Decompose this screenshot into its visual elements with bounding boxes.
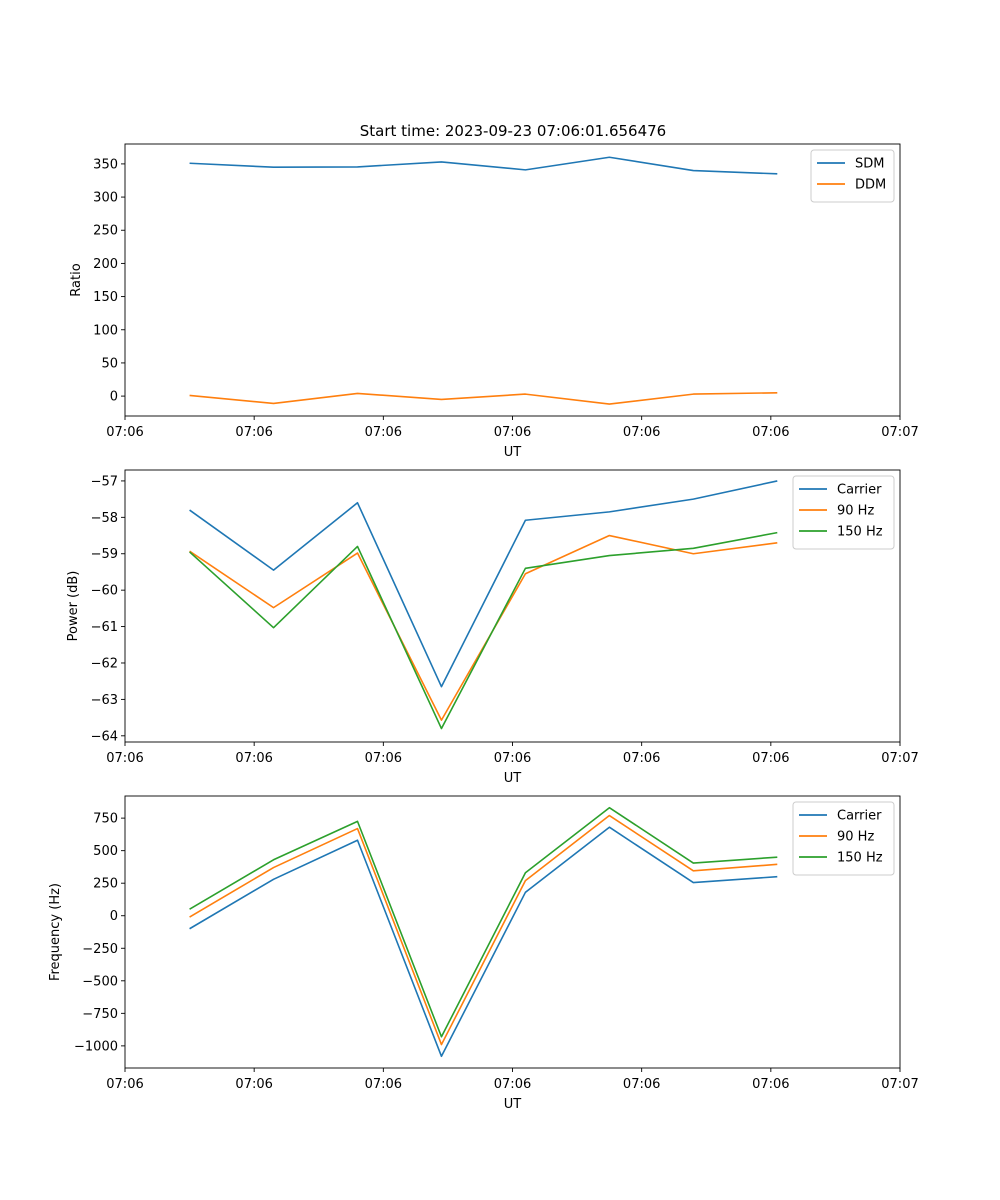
x-tick-label: 07:07 — [881, 1077, 918, 1092]
y-tick-label: −62 — [91, 656, 118, 671]
series-line-150-hz — [189, 531, 778, 730]
y-tick-label: 250 — [93, 877, 118, 892]
x-tick-label: 07:06 — [235, 751, 272, 766]
legend-label: 150 Hz — [837, 851, 883, 866]
y-axis-label: Ratio — [69, 263, 84, 296]
y-tick-label: 100 — [93, 323, 118, 338]
y-tick-label: 0 — [110, 909, 118, 924]
x-tick-label: 07:06 — [752, 751, 789, 766]
y-tick-label: −63 — [91, 693, 118, 708]
panel-2: −64 −63 −62 −61 −60 −59 −58 −57 07:06 07:06 07:06 0… — [66, 469, 919, 786]
x-tick-label: 07:06 — [752, 1077, 789, 1092]
y-tick-label: 150 — [93, 290, 118, 305]
y-tick-label: −57 — [91, 474, 118, 489]
series-line-90-hz — [189, 814, 778, 1046]
y-axis-label: Power (dB) — [66, 571, 81, 642]
y-tick-label: −750 — [82, 1007, 118, 1022]
x-tick-label: 07:06 — [365, 425, 402, 440]
x-tick-label: 07:06 — [235, 425, 272, 440]
x-tick-label: 07:06 — [494, 425, 531, 440]
x-tick-label: 07:06 — [494, 751, 531, 766]
series-line-150-hz — [189, 806, 778, 1038]
series-line-carrier — [189, 480, 778, 688]
x-tick-label: 07:06 — [623, 425, 660, 440]
panels: 0 50 100 150 200 250 300 350 07:06 07:06 07:06 07:0… — [48, 143, 919, 1112]
y-tick-label: 50 — [101, 356, 118, 371]
y-axis-label: Frequency (Hz) — [48, 883, 63, 981]
x-tick-label: 07:06 — [623, 751, 660, 766]
legend-label: 150 Hz — [837, 525, 883, 540]
x-tick-label: 07:06 — [494, 1077, 531, 1092]
legend-label: 90 Hz — [837, 504, 874, 519]
legend-label: SDM — [855, 157, 884, 172]
legend-label: DDM — [855, 178, 886, 193]
y-tick-label: −61 — [91, 620, 118, 635]
y-tick-label: −500 — [82, 974, 118, 989]
y-tick-label: −1000 — [74, 1039, 118, 1054]
y-tick-label: 350 — [93, 157, 118, 172]
y-tick-label: −59 — [91, 547, 118, 562]
legend-label: Carrier — [837, 483, 882, 498]
x-axis-label: UT — [504, 1097, 522, 1112]
x-tick-label: 07:06 — [365, 751, 402, 766]
legend: SDM DDM — [810, 149, 895, 203]
x-tick-label: 07:06 — [235, 1077, 272, 1092]
series-line-sdm — [189, 156, 778, 175]
x-axis-label: UT — [504, 771, 522, 786]
series-line-ddm — [189, 391, 778, 405]
figure-title: Start time: 2023-09-23 07:06:01.656476 — [360, 122, 666, 140]
legend-label: 90 Hz — [837, 830, 874, 845]
legend: Carrier 90 Hz 150 Hz — [792, 801, 895, 876]
y-tick-label: 500 — [93, 844, 118, 859]
y-tick-label: −58 — [91, 511, 118, 526]
y-tick-label: 0 — [110, 390, 118, 405]
x-tick-label: 07:06 — [752, 425, 789, 440]
panel-3: −1000 −750 −500 −250 0 250 500 750 07:06 07:06 07:… — [48, 795, 919, 1112]
y-tick-label: −64 — [91, 729, 118, 744]
x-tick-label: 07:06 — [106, 1077, 143, 1092]
x-tick-label: 07:07 — [881, 751, 918, 766]
panel-1: 0 50 100 150 200 250 300 350 07:06 07:06 07:06 07:0… — [69, 143, 919, 460]
x-tick-label: 07:06 — [106, 751, 143, 766]
legend: Carrier 90 Hz 150 Hz — [792, 475, 895, 550]
series-line-carrier — [189, 826, 778, 1058]
y-tick-label: −60 — [91, 584, 118, 599]
y-tick-label: 300 — [93, 191, 118, 206]
x-axis-label: UT — [504, 445, 522, 460]
x-tick-label: 07:06 — [623, 1077, 660, 1092]
x-tick-label: 07:06 — [365, 1077, 402, 1092]
y-tick-label: −250 — [82, 942, 118, 957]
y-tick-label: 750 — [93, 812, 118, 827]
x-tick-label: 07:07 — [881, 425, 918, 440]
y-tick-label: 200 — [93, 257, 118, 272]
legend-label: Carrier — [837, 809, 882, 824]
y-tick-label: 250 — [93, 224, 118, 239]
x-tick-label: 07:06 — [106, 425, 143, 440]
